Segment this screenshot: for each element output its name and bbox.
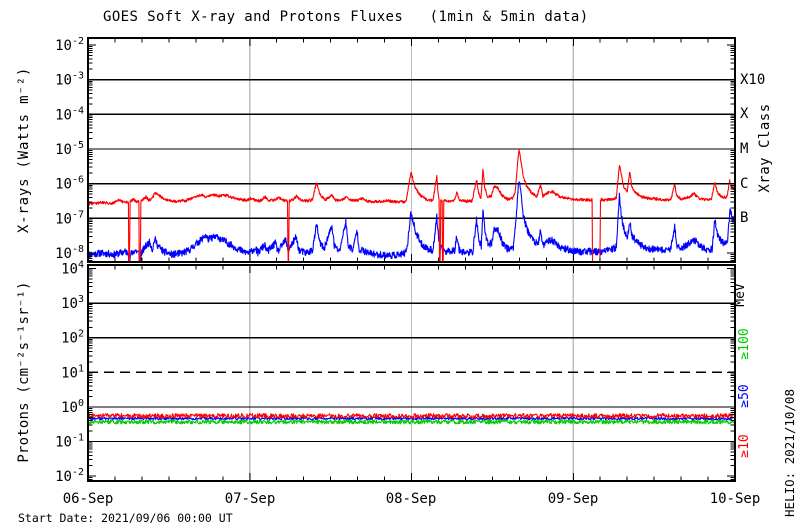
y-tick-label: 10-1 bbox=[55, 433, 84, 451]
x-tick-label-10sep: 10-Sep bbox=[709, 491, 761, 507]
class-label-m: M bbox=[740, 141, 749, 157]
series-xray-short-wave bbox=[88, 181, 735, 262]
y-tick-label: 10-2 bbox=[55, 467, 84, 485]
class-label-c: C bbox=[740, 176, 749, 192]
x-tick-label-07sep: 07-Sep bbox=[224, 491, 276, 507]
y-tick-label: 102 bbox=[61, 329, 84, 347]
series-xray-long-wave bbox=[88, 149, 735, 262]
y-tick-label: 101 bbox=[61, 363, 84, 381]
x-tick-label-09sep: 09-Sep bbox=[547, 491, 599, 507]
protons-panel: 104 103 102 101 100 10-1 10-2 bbox=[55, 260, 736, 485]
page-title: GOES Soft X-ray and Protons Fluxes (1min… bbox=[103, 9, 589, 25]
y-tick-label: 103 bbox=[61, 294, 84, 312]
y-tick-label: 100 bbox=[61, 398, 84, 416]
protons-frame bbox=[87, 264, 736, 482]
class-label-x10: X10 bbox=[740, 72, 766, 88]
xray-y-axis-label: X-rays (Watts m⁻²) bbox=[16, 66, 32, 234]
x-tick-label-06sep: 06-Sep bbox=[62, 491, 114, 507]
protons-y-axis-label: Protons (cm⁻²s⁻¹sr⁻¹) bbox=[16, 281, 32, 463]
series-protons-ge100MeV bbox=[88, 419, 735, 425]
series-protons-ge10MeV bbox=[88, 413, 735, 419]
y-tick-label: 10-6 bbox=[55, 175, 84, 193]
y-tick-label: 10-7 bbox=[55, 209, 84, 227]
xray-class-axis-title: Xray Class bbox=[757, 103, 773, 193]
class-label-x: X bbox=[740, 106, 749, 122]
y-tick-label: 10-3 bbox=[55, 71, 84, 89]
y-tick-label: 10-2 bbox=[55, 36, 84, 54]
class-label-b: B bbox=[740, 210, 749, 226]
helio-credit: HELIO: 2021/10/08 bbox=[781, 389, 797, 517]
y-tick-label: 10-4 bbox=[55, 105, 84, 123]
y-tick-label: 10-5 bbox=[55, 140, 84, 158]
y-tick-label: 10-8 bbox=[55, 244, 84, 262]
xray-frame bbox=[87, 37, 736, 263]
y-tick-label: 104 bbox=[61, 260, 84, 278]
start-date-text: Start Date: 2021/09/06 00:00 UT bbox=[18, 511, 233, 525]
proton-threshold-label-ge10: ≥10 bbox=[736, 434, 752, 458]
xray-panel: 10-2 10-3 10-4 10-5 10-6 10-7 10-8 bbox=[55, 36, 736, 263]
x-tick-label-08sep: 08-Sep bbox=[385, 491, 437, 507]
